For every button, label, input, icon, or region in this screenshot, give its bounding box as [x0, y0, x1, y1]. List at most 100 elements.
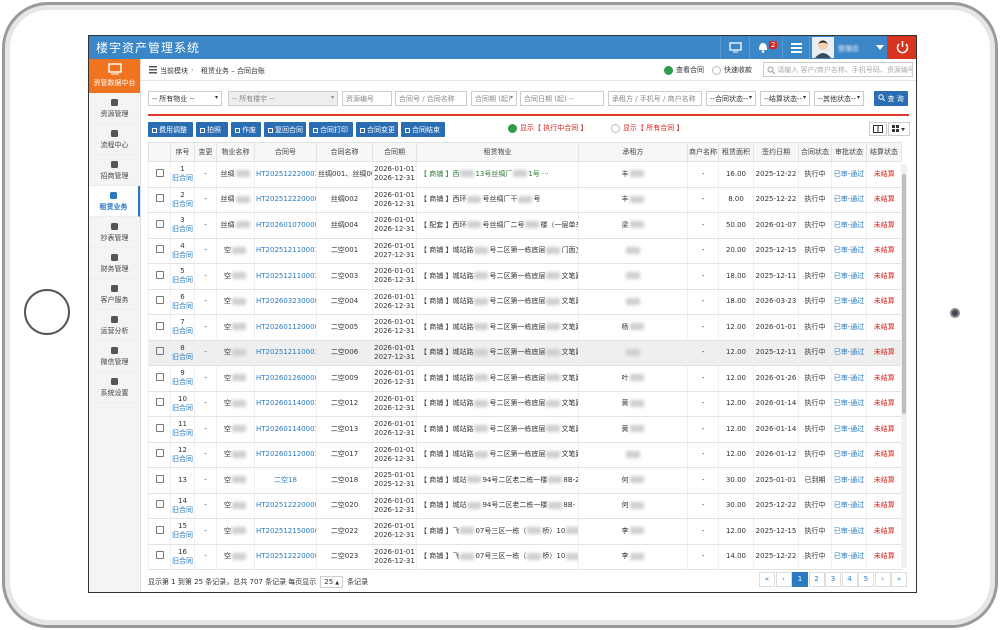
- grid-toggle[interactable]: [888, 122, 910, 136]
- contract-no[interactable]: HT2025122200010: [254, 161, 317, 188]
- view-option[interactable]: 快速收款: [712, 65, 752, 75]
- contract-no[interactable]: HT2025122200003: [254, 493, 317, 519]
- approval-cell[interactable]: 已审-通过: [831, 493, 867, 519]
- display-option[interactable]: 显示【 执行中合同 】: [508, 123, 587, 133]
- filter-input[interactable]: 资源编号: [342, 91, 392, 106]
- approval-cell[interactable]: 已审-通过: [831, 467, 867, 494]
- contract-no[interactable]: HT2026011200009: [254, 314, 317, 341]
- row-tag[interactable]: 旧合同: [172, 199, 193, 208]
- filter-input[interactable]: --其他状态-- ▾: [814, 91, 864, 106]
- power-button[interactable]: [887, 36, 916, 59]
- row-tag[interactable]: 旧合同: [172, 403, 193, 412]
- row-checkbox[interactable]: [155, 423, 164, 432]
- sidebar-item[interactable]: 系统设置: [89, 372, 140, 403]
- search-input[interactable]: 请输入 客户/商户名称、手机号码、资源编号: [763, 62, 913, 77]
- row-checkbox[interactable]: [155, 398, 164, 407]
- contract-no[interactable]: 二空18: [254, 467, 317, 494]
- filter-input[interactable]: 合同期 (起) ▾: [471, 91, 517, 106]
- toolbar-button[interactable]: 合同结束: [401, 122, 445, 137]
- row-checkbox[interactable]: [155, 347, 164, 356]
- page-button[interactable]: 2: [808, 572, 825, 587]
- row-tag[interactable]: 旧合同: [172, 505, 193, 514]
- search-button[interactable]: 查 询: [874, 91, 908, 106]
- approval-cell[interactable]: 已审-通过: [831, 544, 867, 570]
- contract-no[interactable]: HT2026010700005: [254, 212, 317, 239]
- contract-no[interactable]: HT2025121100012: [254, 238, 317, 264]
- page-button[interactable]: »: [891, 572, 907, 587]
- filter-input[interactable]: 承租方 / 手机号 / 商户名称: [608, 91, 702, 106]
- approval-cell[interactable]: 已审-通过: [831, 187, 867, 213]
- row-tag[interactable]: 旧合同: [172, 531, 193, 540]
- row-checkbox[interactable]: [155, 245, 164, 254]
- view-option[interactable]: 查看合同: [664, 65, 704, 75]
- sidebar-item[interactable]: 运营分析: [89, 310, 140, 341]
- page-button[interactable]: ›: [874, 572, 891, 587]
- row-checkbox[interactable]: [155, 525, 164, 534]
- contract-no[interactable]: HT2026012600003: [254, 365, 317, 392]
- filter-input[interactable]: --合同状态-- ▾: [706, 91, 756, 106]
- approval-cell[interactable]: 已审-通过: [831, 161, 867, 188]
- sidebar-item[interactable]: 租赁业务: [89, 186, 140, 217]
- filter-input[interactable]: --结算状态-- ▾: [760, 91, 810, 106]
- page-button[interactable]: 1: [792, 572, 808, 587]
- row-tag[interactable]: 旧合同: [172, 454, 193, 463]
- contract-no[interactable]: HT2025121500001: [254, 518, 317, 545]
- sidebar-item[interactable]: 抄表管理: [89, 217, 140, 248]
- approval-cell[interactable]: 已审-通过: [831, 263, 867, 290]
- row-checkbox[interactable]: [155, 372, 164, 381]
- approval-cell[interactable]: 已审-通过: [831, 442, 867, 468]
- scrollbar-thumb[interactable]: [902, 174, 906, 414]
- display-option[interactable]: 显示【 所有合同 】: [611, 123, 683, 133]
- toolbar-button[interactable]: 费用调整: [148, 122, 193, 137]
- row-checkbox[interactable]: [155, 194, 164, 203]
- row-tag[interactable]: 旧合同: [172, 352, 193, 361]
- sidebar-item[interactable]: 招商管理: [89, 155, 140, 186]
- row-checkbox[interactable]: [155, 474, 164, 483]
- user-menu[interactable]: 管理员: [809, 36, 887, 59]
- sidebar-header[interactable]: 资管数据中台: [89, 59, 140, 93]
- approval-cell[interactable]: 已审-通过: [831, 212, 867, 239]
- filter-input[interactable]: -- 所有楼宇 -- ▾: [228, 91, 338, 106]
- toolbar-button[interactable]: 作废: [231, 122, 261, 137]
- sidebar-item[interactable]: 微信管理: [89, 341, 140, 372]
- columns-toggle[interactable]: [869, 122, 887, 136]
- row-checkbox[interactable]: [155, 296, 164, 305]
- approval-cell[interactable]: 已审-通过: [831, 391, 867, 417]
- bell-icon[interactable]: 2: [749, 36, 782, 59]
- row-checkbox[interactable]: [155, 449, 164, 458]
- row-tag[interactable]: 旧合同: [172, 250, 193, 259]
- contract-no[interactable]: HT2026032300001: [254, 289, 317, 315]
- row-tag[interactable]: 旧合同: [172, 556, 193, 565]
- page-button[interactable]: 3: [825, 572, 841, 587]
- row-tag[interactable]: 旧合同: [172, 429, 193, 438]
- row-checkbox[interactable]: [155, 321, 164, 330]
- page-button[interactable]: ‹: [775, 572, 792, 587]
- approval-cell[interactable]: 已审-通过: [831, 238, 867, 264]
- contract-no[interactable]: HT2026011400010: [254, 391, 317, 417]
- row-tag[interactable]: 旧合同: [172, 276, 193, 285]
- toolbar-button[interactable]: 合同打印: [309, 122, 353, 137]
- row-checkbox[interactable]: [155, 500, 164, 509]
- row-tag[interactable]: 旧合同: [172, 378, 193, 387]
- sidebar-item[interactable]: 流程中心: [89, 124, 140, 155]
- toolbar-button[interactable]: 拍照: [196, 122, 228, 137]
- contract-no[interactable]: HT2026011200010: [254, 442, 317, 468]
- row-tag[interactable]: 旧合同: [172, 174, 193, 183]
- contract-no[interactable]: HT2026011400011: [254, 416, 317, 443]
- filter-input[interactable]: 合同日期 (起) --: [520, 91, 604, 106]
- page-button[interactable]: 4: [841, 572, 858, 587]
- contract-no[interactable]: HT2025121100013: [254, 340, 317, 366]
- approval-cell[interactable]: 已审-通过: [831, 340, 867, 366]
- row-checkbox[interactable]: [155, 168, 164, 177]
- contract-no[interactable]: HT2025122200009: [254, 187, 317, 213]
- page-button[interactable]: «: [759, 572, 775, 587]
- row-checkbox[interactable]: [155, 219, 164, 228]
- approval-cell[interactable]: 已审-通过: [831, 289, 867, 315]
- row-tag[interactable]: 旧合同: [172, 327, 193, 336]
- page-button[interactable]: 5: [858, 572, 874, 587]
- row-checkbox[interactable]: [155, 270, 164, 279]
- approval-cell[interactable]: 已审-通过: [831, 365, 867, 392]
- row-checkbox[interactable]: [155, 551, 164, 560]
- sidebar-item[interactable]: 资源管理: [89, 93, 140, 124]
- approval-cell[interactable]: 已审-通过: [831, 416, 867, 443]
